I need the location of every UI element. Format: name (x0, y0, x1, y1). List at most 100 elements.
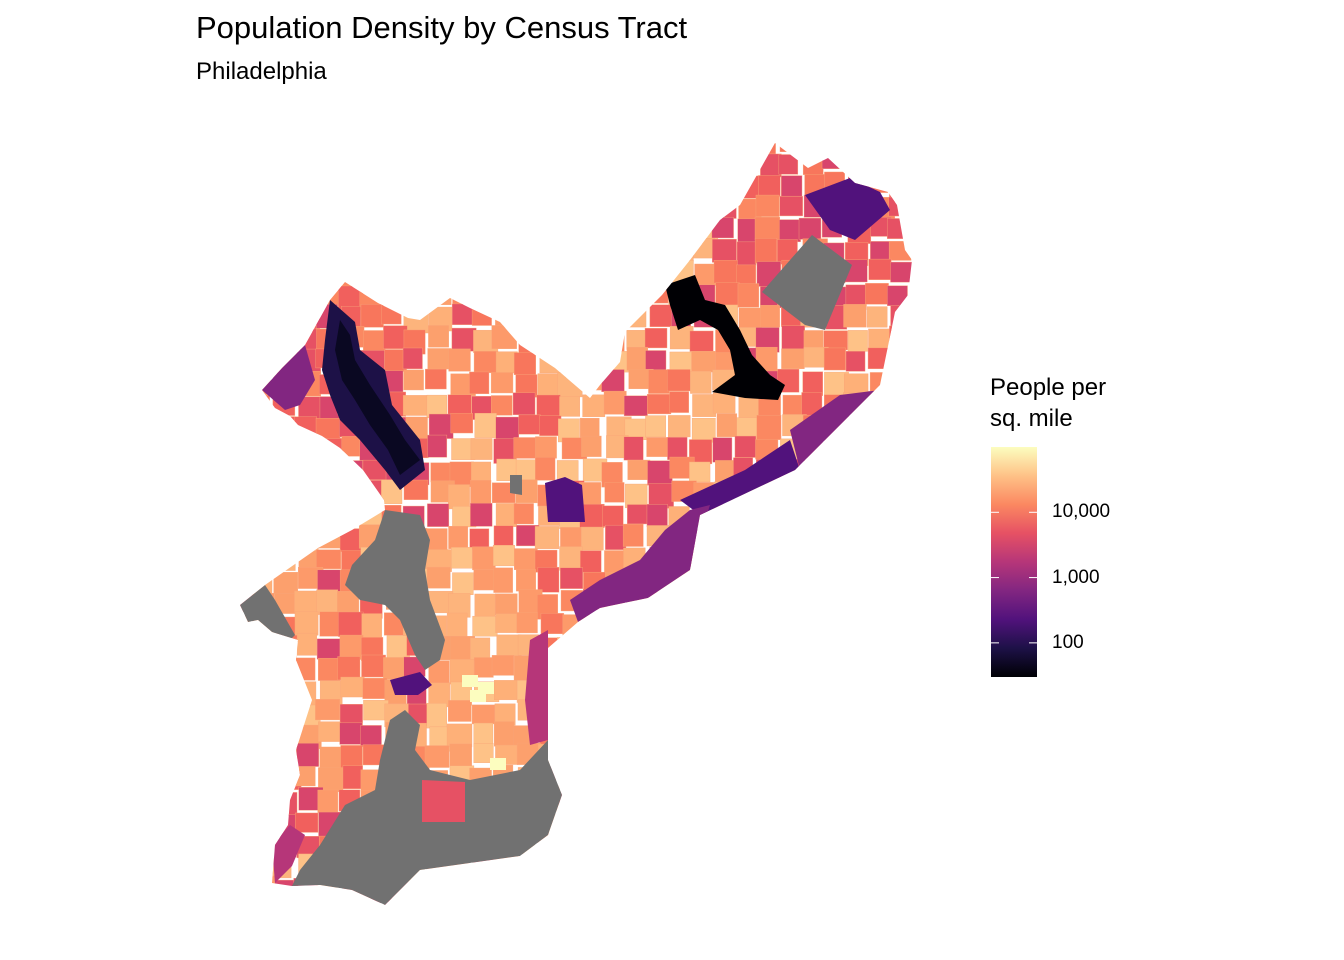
census-tract (908, 523, 912, 544)
census-tract (802, 371, 823, 396)
census-tract (623, 699, 643, 725)
census-tract (540, 284, 566, 304)
census-tract (407, 176, 432, 200)
census-tract (560, 832, 582, 854)
census-tract (428, 193, 450, 217)
census-tract (887, 879, 909, 904)
census-tract (604, 809, 625, 832)
census-tract (623, 635, 649, 656)
census-tract (428, 325, 449, 348)
census-tract (516, 612, 538, 634)
census-tract (648, 369, 670, 394)
census-tract (865, 283, 889, 305)
census-tract (539, 170, 565, 192)
census-tract (869, 372, 895, 396)
census-tract (579, 880, 603, 901)
census-tract (240, 306, 253, 328)
census-tract (582, 261, 605, 282)
census-tract (579, 660, 604, 684)
census-tract (844, 373, 869, 394)
census-tract (340, 676, 365, 698)
census-tract (625, 151, 651, 177)
census-tract (823, 347, 846, 371)
census-tract (710, 610, 733, 633)
legend-colorbar (991, 447, 1037, 677)
census-tract (539, 153, 562, 178)
census-tract (868, 328, 893, 350)
census-tract (296, 151, 317, 176)
census-tract (756, 527, 779, 551)
census-tract (254, 658, 276, 680)
census-tract (888, 417, 910, 441)
census-tract (473, 743, 494, 763)
census-tract (493, 525, 514, 548)
census-tract (252, 854, 273, 875)
census-tract (759, 678, 783, 699)
census-tract (888, 681, 911, 705)
census-tract (688, 569, 710, 592)
census-tract (273, 680, 294, 701)
census-tract (470, 480, 492, 505)
far-northeast-low-tract (805, 178, 890, 240)
census-tract (240, 262, 254, 287)
census-tract (715, 592, 739, 617)
census-tract (648, 591, 670, 616)
census-tract (865, 656, 889, 678)
census-tract (296, 743, 319, 767)
census-tract (781, 325, 805, 351)
census-tract (847, 656, 872, 677)
census-tract (272, 152, 294, 176)
census-tract (778, 567, 804, 591)
census-tract (297, 282, 319, 307)
census-tract (738, 396, 761, 418)
census-tract (891, 635, 912, 661)
census-tract (518, 330, 544, 355)
census-tract (276, 193, 297, 215)
census-tract (240, 832, 252, 857)
census-tract (240, 550, 257, 574)
census-tract (606, 261, 630, 284)
census-tract (491, 395, 513, 416)
census-tract (647, 394, 672, 415)
census-tract (295, 766, 316, 787)
census-tract (782, 523, 807, 545)
census-tract (649, 832, 670, 854)
census-tract (601, 219, 625, 243)
census-tract (273, 572, 298, 594)
census-tract (688, 768, 710, 793)
census-tract (403, 479, 429, 500)
census-tract (470, 502, 493, 527)
census-tract (252, 197, 278, 221)
census-tract (494, 143, 518, 154)
census-tract (672, 153, 694, 175)
census-tract (295, 504, 318, 525)
census-tract (582, 218, 603, 244)
census-tract (822, 679, 845, 705)
legend-tick-label: 10,000 (1052, 501, 1111, 523)
census-tract (648, 856, 673, 878)
census-tract (646, 814, 672, 837)
census-tract (913, 221, 937, 245)
census-tract (449, 743, 472, 768)
census-tract (755, 704, 777, 725)
census-tract (496, 634, 522, 656)
census-tract (513, 352, 537, 375)
census-tract (359, 171, 380, 195)
census-tract (240, 634, 252, 656)
census-tract (888, 899, 909, 905)
census-tract (559, 396, 580, 417)
census-tract (337, 264, 362, 287)
census-tract (712, 634, 738, 660)
census-tract (909, 172, 912, 193)
census-tract (559, 170, 580, 195)
census-tract (249, 303, 269, 327)
census-tract (738, 548, 764, 572)
census-tract (491, 171, 511, 196)
census-tract (361, 613, 382, 639)
census-tract (666, 637, 688, 658)
census-tract (534, 526, 560, 549)
census-tract (240, 814, 256, 837)
riverfront-pink-strip (525, 630, 548, 745)
census-tract (557, 637, 578, 663)
